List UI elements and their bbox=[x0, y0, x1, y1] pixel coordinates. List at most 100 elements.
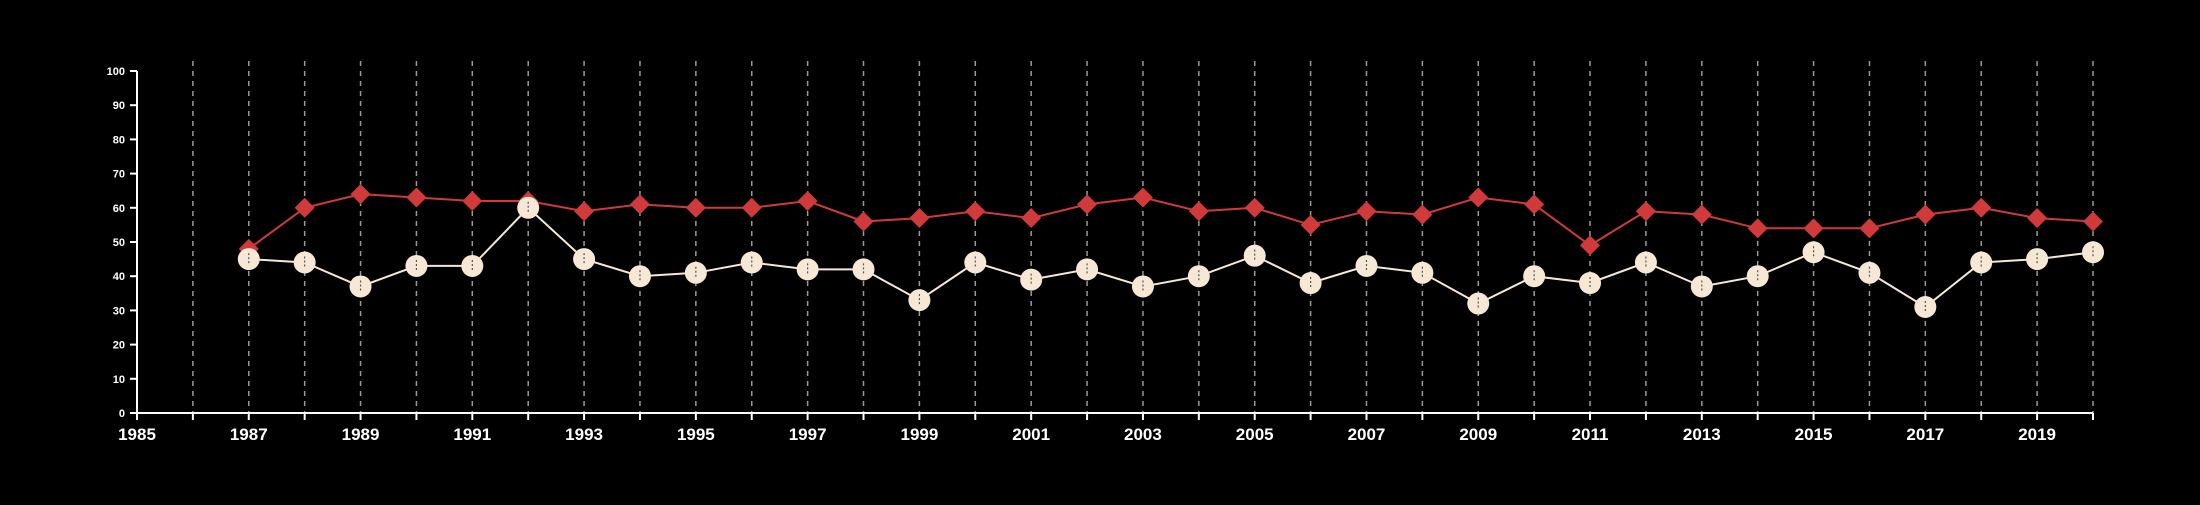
series-2-line bbox=[248, 206, 2094, 309]
series-2-point-1990 bbox=[405, 254, 428, 277]
series-1-point-1994 bbox=[629, 194, 650, 215]
series-1-point-2001 bbox=[1021, 208, 1042, 229]
series-2-point-2008 bbox=[1411, 261, 1434, 284]
series-2-point-1992 bbox=[517, 196, 540, 219]
series-1-point-2007 bbox=[1356, 201, 1377, 222]
x-tick-label-1985: 1985 bbox=[118, 425, 156, 444]
series-2-point-1996 bbox=[740, 251, 763, 274]
series-2-point-2015-marker bbox=[1802, 241, 1825, 264]
series-1-point-2015 bbox=[1803, 218, 1824, 239]
series-1-line bbox=[248, 193, 2094, 250]
x-tick-label-1993: 1993 bbox=[565, 425, 603, 444]
series-2-point-1999 bbox=[908, 289, 931, 312]
series-2-point-1993 bbox=[573, 248, 596, 271]
x-tick-label-2003: 2003 bbox=[1124, 425, 1162, 444]
series-2-point-1989 bbox=[349, 275, 372, 298]
series-1-point-2000 bbox=[965, 201, 986, 222]
series-2-point-2018 bbox=[1970, 251, 1993, 274]
series-1-point-2019 bbox=[2027, 208, 2048, 229]
series-2-point-2019 bbox=[2026, 248, 2049, 271]
series-1-point-1995 bbox=[685, 197, 706, 218]
series-2-point-2011 bbox=[1579, 272, 1602, 295]
series-1-point-1990 bbox=[406, 187, 427, 208]
series-1-point-2010 bbox=[1524, 194, 1545, 215]
label-layer: 0 10 20 30 40 50 60 70 80 90 100 1985 1987 1989 1991 19… bbox=[107, 66, 2056, 444]
x-tick-label-1989: 1989 bbox=[342, 425, 380, 444]
x-tick-label-1991: 1991 bbox=[453, 425, 491, 444]
x-tick-label-2019: 2019 bbox=[2018, 425, 2056, 444]
x-tick-label-1987: 1987 bbox=[230, 425, 268, 444]
x-tick-label-2001: 2001 bbox=[1012, 425, 1050, 444]
series-1-point-1991 bbox=[462, 190, 483, 211]
y-tick-label-0: 0 bbox=[119, 408, 125, 420]
series-2-point-2003 bbox=[1131, 275, 1154, 298]
x-tick-label-2017: 2017 bbox=[1906, 425, 1944, 444]
series-2-point-2005 bbox=[1243, 244, 1266, 267]
series-1-point-2004 bbox=[1188, 201, 1209, 222]
series-1-point-2003 bbox=[1132, 187, 1153, 208]
series-2-point-1995 bbox=[684, 261, 707, 284]
x-tick-label-2011: 2011 bbox=[1572, 425, 1609, 444]
x-tick-label-2007: 2007 bbox=[1348, 425, 1386, 444]
series-1-point-2013 bbox=[1691, 204, 1712, 225]
x-tick-label-2015: 2015 bbox=[1795, 425, 1833, 444]
series-2-point-1987 bbox=[237, 248, 260, 271]
x-tick-label-1997: 1997 bbox=[789, 425, 827, 444]
series-2-point-2004 bbox=[1187, 265, 1210, 288]
series-2-point-2001 bbox=[1020, 268, 1043, 291]
series-1-point-2020 bbox=[2083, 211, 2103, 232]
series-2-point-2016 bbox=[1858, 261, 1881, 284]
series-2-point-2012 bbox=[1634, 251, 1657, 274]
series-2-point-1991 bbox=[461, 254, 484, 277]
x-tick-label-1999: 1999 bbox=[900, 425, 938, 444]
series-1-point-2002 bbox=[1077, 194, 1098, 215]
series-2-point-2015 bbox=[1802, 241, 1825, 264]
series-2-point-1988 bbox=[293, 251, 316, 274]
series-2-point-2000 bbox=[964, 251, 987, 274]
series-2-point-2009 bbox=[1467, 292, 1490, 315]
grid-layer bbox=[192, 61, 2094, 413]
series-2-point-1997 bbox=[796, 258, 819, 281]
series-1-point-1988 bbox=[294, 197, 315, 218]
y-tick-label-20: 20 bbox=[113, 340, 125, 352]
x-tick-label-1995: 1995 bbox=[677, 425, 715, 444]
series-1-point-2012 bbox=[1635, 201, 1656, 222]
series-1-point-2005 bbox=[1244, 197, 1265, 218]
series-2-point-2010 bbox=[1523, 265, 1546, 288]
series-1-point-2017 bbox=[1915, 204, 1936, 225]
series-2-point-2006 bbox=[1299, 272, 1322, 295]
series-1-point-2011 bbox=[1580, 235, 1601, 256]
y-tick-label-70: 70 bbox=[113, 169, 125, 181]
y-tick-label-100: 100 bbox=[107, 66, 125, 78]
axis-layer bbox=[130, 70, 2094, 420]
series-1-point-1996 bbox=[741, 197, 762, 218]
series-2-point-2007 bbox=[1355, 254, 1378, 277]
series-2-point-2020-marker bbox=[2082, 241, 2104, 264]
series-1-point-2006 bbox=[1300, 214, 1321, 235]
y-tick-label-60: 60 bbox=[113, 203, 125, 215]
series-1-point-2016 bbox=[1859, 218, 1880, 239]
series-2-point-1994 bbox=[628, 265, 651, 288]
series-1-point-2008 bbox=[1412, 204, 1433, 225]
series-1-point-2009 bbox=[1468, 187, 1489, 208]
series-2-point-2014 bbox=[1746, 265, 1769, 288]
series-1-point-1997 bbox=[797, 190, 818, 211]
series-1-point-2018 bbox=[1971, 197, 1992, 218]
x-tick-label-2009: 2009 bbox=[1459, 425, 1497, 444]
series-1-point-1989 bbox=[350, 184, 371, 205]
series-1-point-2014 bbox=[1747, 218, 1768, 239]
series-2-point-2017 bbox=[1914, 295, 1937, 318]
series-2-point-2013 bbox=[1690, 275, 1713, 298]
y-tick-label-90: 90 bbox=[113, 100, 125, 112]
y-tick-label-10: 10 bbox=[113, 374, 125, 386]
series-2-point-2020 bbox=[2082, 241, 2104, 264]
series-layer bbox=[237, 184, 2104, 318]
series-2-point-1998 bbox=[852, 258, 875, 281]
x-tick-label-2005: 2005 bbox=[1236, 425, 1274, 444]
x-tick-label-2013: 2013 bbox=[1683, 425, 1721, 444]
series-1-point-1993 bbox=[574, 201, 595, 222]
y-tick-label-40: 40 bbox=[113, 271, 125, 283]
series-1-point-1998 bbox=[853, 211, 874, 232]
